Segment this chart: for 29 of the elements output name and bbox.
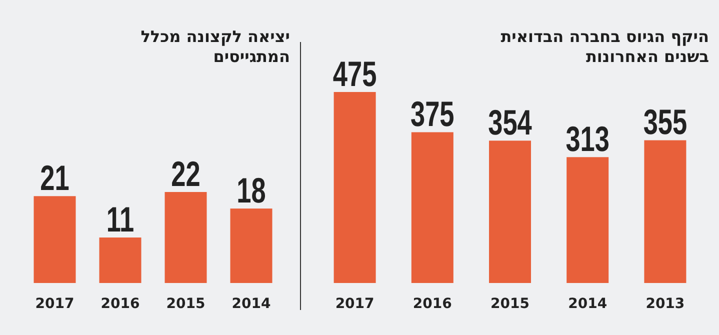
x-tick-label: 2016 (412, 296, 452, 312)
bar (164, 192, 207, 283)
bar (489, 140, 531, 283)
data-label: 354 (488, 102, 533, 143)
data-label: 18 (236, 170, 266, 210)
data-label: 21 (40, 158, 70, 198)
data-label: 11 (106, 200, 134, 240)
x-tick-label: 2016 (100, 296, 140, 312)
x-tick-label: 2015 (166, 296, 206, 312)
bar (334, 92, 376, 283)
data-label: 22 (171, 154, 200, 194)
data-label: 375 (410, 94, 454, 134)
chart-title: יציאה לקצונה מכלל המתגייסים (140, 27, 290, 66)
x-tick-label: 2014 (232, 296, 271, 312)
bar (34, 196, 76, 283)
bar (99, 238, 142, 283)
bar (411, 132, 454, 283)
bar (566, 157, 609, 283)
x-tick-label: 2015 (490, 296, 530, 312)
data-label: 355 (643, 102, 688, 142)
bar (230, 208, 272, 283)
bar (644, 140, 686, 283)
data-label: 313 (566, 119, 610, 160)
x-tick-label: 2017 (335, 296, 374, 312)
x-tick-label: 2014 (568, 296, 608, 312)
x-tick-label: 2017 (35, 296, 74, 312)
chart-title: היקף הגיוס בחברה הבדואית בשנים האחרונות (500, 27, 710, 66)
x-tick-label: 2013 (646, 296, 685, 312)
data-label: 475 (332, 54, 377, 94)
